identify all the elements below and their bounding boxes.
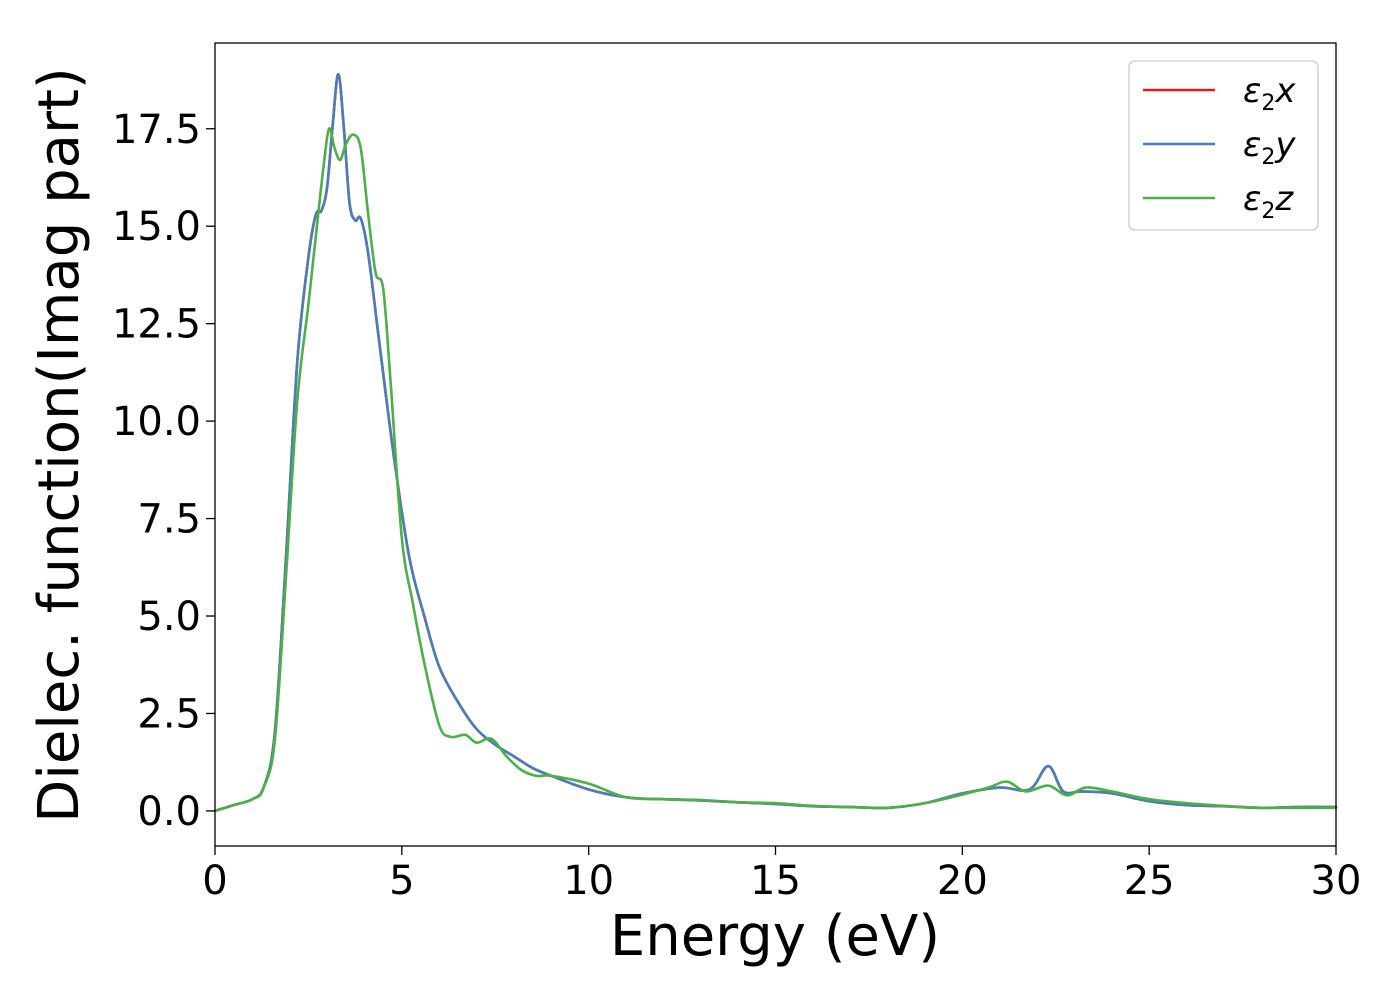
- legend-label-x: ε2x: [1243, 71, 1296, 116]
- legend-label-z: ε2z: [1243, 179, 1294, 224]
- x-tick-label: 30: [1311, 858, 1362, 904]
- y-tick-label: 12.5: [112, 302, 201, 348]
- legend-box: [1128, 60, 1319, 231]
- x-tick-label: 20: [937, 858, 988, 904]
- series-layer: [213, 72, 1338, 813]
- y-axis-ticks: 0.0 2.5 5.0 7.5 10.0 12.5 15.0 17.5: [112, 107, 215, 835]
- x-tick-label: 5: [389, 858, 414, 904]
- x-tick-label: 15: [750, 858, 801, 904]
- series-line-z: [213, 127, 1338, 813]
- x-tick-label: 25: [1124, 858, 1175, 904]
- x-tick-label: 0: [202, 858, 227, 904]
- x-axis-ticks: 0 5 10 15 20 25 30: [202, 846, 1361, 904]
- x-tick-label: 10: [563, 858, 614, 904]
- y-axis-title: Dielec. function(Imag part): [27, 67, 92, 823]
- x-axis-title: Energy (eV): [610, 904, 940, 969]
- legend: ε2x ε2y ε2z: [1128, 60, 1319, 231]
- y-tick-label: 5.0: [137, 594, 201, 640]
- y-tick-label: 15.0: [112, 204, 201, 250]
- legend-label-y: ε2y: [1243, 125, 1296, 170]
- y-tick-label: 2.5: [137, 691, 201, 737]
- y-tick-label: 7.5: [137, 497, 201, 543]
- y-tick-label: 17.5: [112, 107, 201, 153]
- y-tick-label: 10.0: [112, 399, 201, 445]
- y-tick-label: 0.0: [137, 789, 201, 835]
- series-line-y: [213, 72, 1338, 813]
